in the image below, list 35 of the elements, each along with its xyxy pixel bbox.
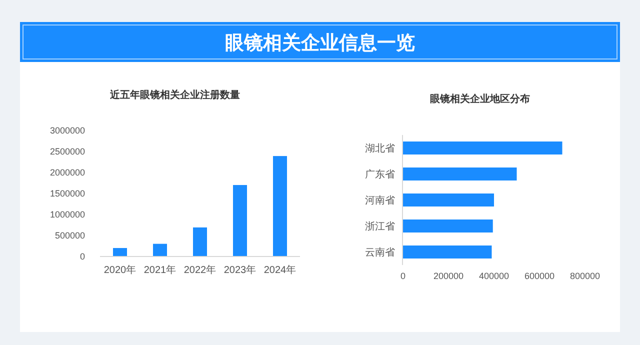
y-tick-label: 湖北省 bbox=[365, 142, 395, 154]
bar bbox=[273, 156, 287, 256]
chart-title: 近五年眼镜相关企业注册数量 bbox=[109, 89, 240, 101]
bar bbox=[403, 220, 493, 232]
bar bbox=[193, 227, 207, 256]
bar bbox=[113, 248, 127, 256]
y-tick-label: 浙江省 bbox=[365, 220, 395, 232]
chart-title: 眼镜相关企业地区分布 bbox=[430, 93, 530, 105]
y-tick-label: 云南省 bbox=[365, 246, 395, 258]
bar bbox=[153, 244, 167, 256]
y-tick-label: 河南省 bbox=[365, 194, 395, 206]
y-tick-label: 2500000 bbox=[50, 146, 85, 156]
y-tick-label: 2000000 bbox=[50, 168, 85, 178]
x-tick-label: 400000 bbox=[478, 271, 510, 281]
x-tick-label: 600000 bbox=[524, 271, 555, 281]
y-tick-label: 广东省 bbox=[365, 168, 395, 180]
x-tick-label: 200000 bbox=[433, 271, 464, 281]
y-tick-label: 1500000 bbox=[50, 188, 85, 198]
bar bbox=[403, 194, 494, 206]
x-tick-label: 2024年 bbox=[264, 264, 296, 276]
y-tick-label: 0 bbox=[80, 252, 85, 262]
x-tick-label: 2022年 bbox=[184, 264, 216, 276]
x-tick-label: 800000 bbox=[570, 271, 600, 281]
x-tick-label: 2023年 bbox=[224, 264, 256, 276]
bar bbox=[403, 142, 562, 154]
x-tick-label: 2021年 bbox=[144, 264, 176, 276]
text: 眼镜相关企业信息一览 bbox=[225, 32, 415, 54]
bar bbox=[403, 168, 517, 180]
y-tick-label: 3000000 bbox=[50, 126, 85, 136]
bar bbox=[403, 246, 492, 258]
bar bbox=[233, 185, 247, 256]
y-tick-label: 500000 bbox=[54, 230, 85, 240]
x-tick-label: 2020年 bbox=[104, 264, 136, 276]
x-tick-label: 0 bbox=[400, 271, 406, 281]
y-tick-label: 1000000 bbox=[50, 210, 85, 220]
